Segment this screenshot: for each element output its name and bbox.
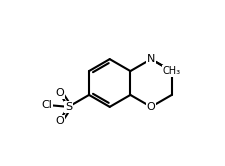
- Text: O: O: [55, 116, 63, 126]
- Text: O: O: [146, 102, 155, 112]
- Text: N: N: [146, 54, 155, 64]
- Text: O: O: [55, 88, 63, 98]
- Text: CH₃: CH₃: [162, 66, 180, 76]
- Text: S: S: [65, 102, 72, 112]
- Text: Cl: Cl: [41, 100, 52, 110]
